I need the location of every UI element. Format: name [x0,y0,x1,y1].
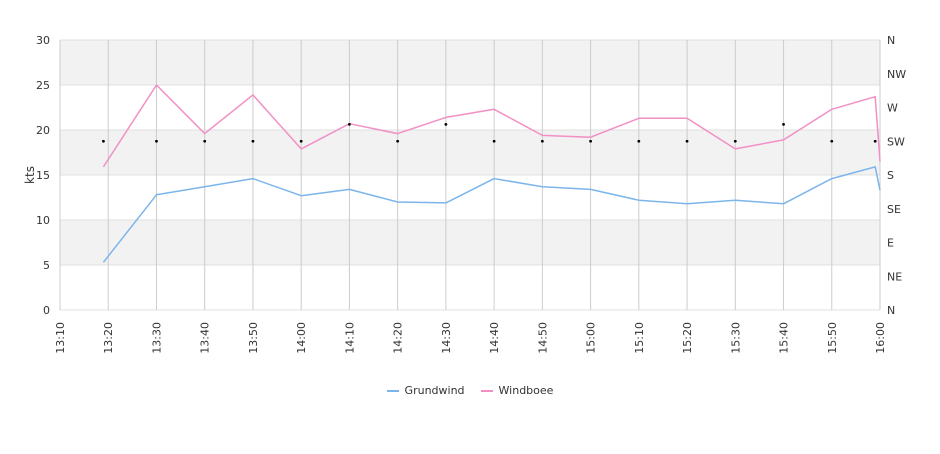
x-tick-label: 13:30 [150,322,163,354]
direction-marker [685,139,689,143]
direction-marker [444,122,448,126]
direction-marker [540,139,544,143]
x-tick-label: 16:00 [874,322,887,354]
y-tick-label: 30 [36,34,50,47]
plot-band [60,85,880,130]
direction-marker [492,139,496,143]
x-tick-label: 14:40 [488,322,501,354]
x-tick-label: 14:10 [343,322,356,354]
legend-item-windboee[interactable]: Windboee [480,384,554,397]
y-tick-label: 15 [36,169,50,182]
y-tick-label: 10 [36,214,50,227]
direction-marker [637,139,641,143]
legend-item-grundwind[interactable]: Grundwind [386,384,465,397]
y2-tick-label: NW [887,68,906,81]
x-tick-label: 15:40 [778,322,791,354]
plot-band [60,130,880,175]
x-tick-label: 14:30 [440,322,453,354]
x-tick-label: 14:00 [295,322,308,354]
direction-marker [733,139,737,143]
legend-label-windboee: Windboee [498,384,554,397]
x-tick-label: 15:50 [826,322,839,354]
y2-tick-label: N [887,304,895,317]
direction-marker [155,139,158,143]
chart-legend: Grundwind Windboee [0,384,940,397]
legend-label-grundwind: Grundwind [404,384,465,397]
y-axis-title: kts [23,166,37,184]
plot-band [60,40,880,85]
legend-swatch-grundwind [386,389,399,392]
y-tick-label: 20 [36,124,50,137]
x-tick-label: 13:10 [54,322,67,354]
direction-marker [396,139,400,143]
y2-tick-label: N [887,34,895,47]
x-tick-label: 15:10 [633,322,646,354]
plot-band [60,220,880,265]
direction-marker [589,139,592,143]
x-tick-label: 13:20 [102,322,115,354]
x-tick-label: 15:00 [585,322,598,354]
direction-marker [251,139,255,143]
direction-marker [348,122,351,126]
direction-marker [203,139,207,143]
series-line-windboee [102,84,881,168]
direction-marker [873,139,877,143]
y-tick-label: 25 [36,79,50,92]
x-tick-label: 13:50 [247,322,260,354]
x-tick-label: 14:50 [536,322,549,354]
y2-tick-label: E [887,237,894,250]
direction-marker [830,139,834,143]
y2-tick-label: W [887,102,898,115]
direction-marker [782,122,785,126]
y2-tick-label: S [887,169,894,182]
x-tick-label: 15:20 [681,322,694,354]
x-tick-label: 13:40 [199,322,212,354]
plot-band [60,265,880,310]
direction-marker [299,139,303,143]
y2-tick-label: SE [887,203,901,216]
plot-band [60,175,880,220]
y2-tick-label: SW [887,135,905,148]
x-tick-label: 14:20 [392,322,405,354]
series-line-grundwind [102,166,881,263]
y-tick-label: 5 [43,259,50,272]
y-tick-label: 0 [43,304,50,317]
x-tick-label: 15:30 [729,322,742,354]
direction-marker [102,139,105,143]
y2-tick-label: NE [887,270,902,283]
legend-swatch-windboee [480,389,493,392]
